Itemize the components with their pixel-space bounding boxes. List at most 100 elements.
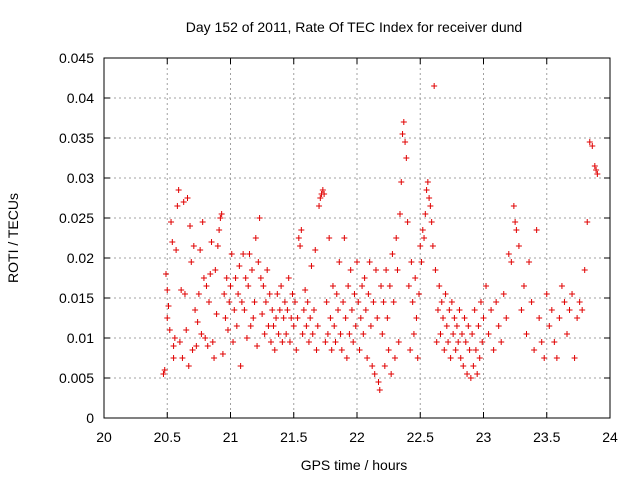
data-point: [185, 363, 192, 369]
data-point: [302, 287, 309, 293]
data-point: [543, 291, 550, 297]
data-point: [518, 307, 525, 313]
data-point: [383, 267, 390, 273]
data-point: [359, 283, 366, 289]
data-point: [226, 299, 233, 305]
data-point: [274, 291, 281, 297]
data-point: [446, 307, 453, 313]
data-point: [357, 315, 364, 321]
data-point: [432, 267, 439, 273]
data-point: [227, 283, 234, 289]
data-point: [347, 267, 354, 273]
data-point: [245, 283, 252, 289]
data-point: [336, 259, 343, 265]
data-point: [533, 227, 540, 233]
data-point: [326, 235, 333, 241]
data-point: [228, 251, 235, 257]
x-tick-label: 20: [96, 429, 112, 445]
data-point: [433, 339, 440, 345]
data-point: [541, 355, 548, 361]
data-point: [329, 283, 336, 289]
data-point: [190, 243, 197, 249]
data-point: [221, 291, 228, 297]
data-point: [217, 215, 224, 221]
data-point: [472, 347, 479, 353]
data-point: [417, 243, 424, 249]
data-point: [442, 291, 449, 297]
data-point: [266, 291, 273, 297]
data-point: [379, 331, 386, 337]
data-point: [408, 259, 415, 265]
data-point: [470, 363, 477, 369]
y-tick-label: 0: [86, 410, 94, 426]
data-point: [447, 355, 454, 361]
data-point: [571, 355, 578, 361]
data-point: [294, 315, 301, 321]
data-point: [251, 299, 258, 305]
data-point: [467, 375, 474, 381]
data-point: [452, 347, 459, 353]
data-point: [351, 291, 358, 297]
data-point: [219, 351, 226, 357]
plot-frame: [103, 57, 611, 419]
data-point: [390, 299, 397, 305]
data-point: [480, 315, 487, 321]
data-point: [427, 203, 434, 209]
data-point: [398, 179, 405, 185]
data-point: [551, 339, 558, 345]
data-point: [309, 331, 316, 337]
data-point: [200, 275, 207, 281]
data-point: [418, 259, 425, 265]
data-point: [267, 339, 274, 345]
data-point: [218, 211, 225, 217]
data-point: [322, 339, 329, 345]
data-point: [469, 331, 476, 337]
data-point: [548, 307, 555, 313]
data-point: [252, 235, 259, 241]
data-point: [211, 355, 218, 361]
data-point: [457, 355, 464, 361]
data-point: [293, 347, 300, 353]
data-point: [378, 283, 385, 289]
data-point: [297, 243, 304, 249]
data-point: [471, 307, 478, 313]
data-point: [513, 227, 520, 233]
data-point: [414, 355, 421, 361]
data-point: [436, 283, 443, 289]
data-point: [421, 235, 428, 241]
x-tick-label: 23: [476, 429, 492, 445]
data-point: [255, 259, 262, 265]
data-point: [295, 235, 302, 241]
data-point: [280, 315, 287, 321]
data-point: [162, 271, 169, 277]
data-point: [563, 331, 570, 337]
data-point: [230, 339, 237, 345]
data-point: [483, 283, 490, 289]
data-point: [246, 251, 253, 257]
data-point: [419, 227, 426, 233]
data-point: [455, 339, 462, 345]
grid: [104, 58, 610, 418]
data-point: [493, 299, 500, 305]
data-point: [594, 171, 601, 177]
data-point: [498, 339, 505, 345]
data-point: [193, 343, 200, 349]
data-point: [591, 163, 598, 169]
data-point: [236, 263, 243, 269]
data-point: [407, 347, 414, 353]
data-point: [278, 283, 285, 289]
data-point: [292, 299, 299, 305]
data-point: [288, 315, 295, 321]
data-point: [173, 247, 180, 253]
data-point: [546, 323, 553, 329]
y-tick-label: 0.015: [59, 290, 94, 306]
data-point: [275, 331, 282, 337]
data-point: [237, 363, 244, 369]
data-point: [445, 339, 452, 345]
data-point: [393, 235, 400, 241]
data-point: [214, 243, 221, 249]
data-point: [475, 323, 482, 329]
data-point: [556, 315, 563, 321]
